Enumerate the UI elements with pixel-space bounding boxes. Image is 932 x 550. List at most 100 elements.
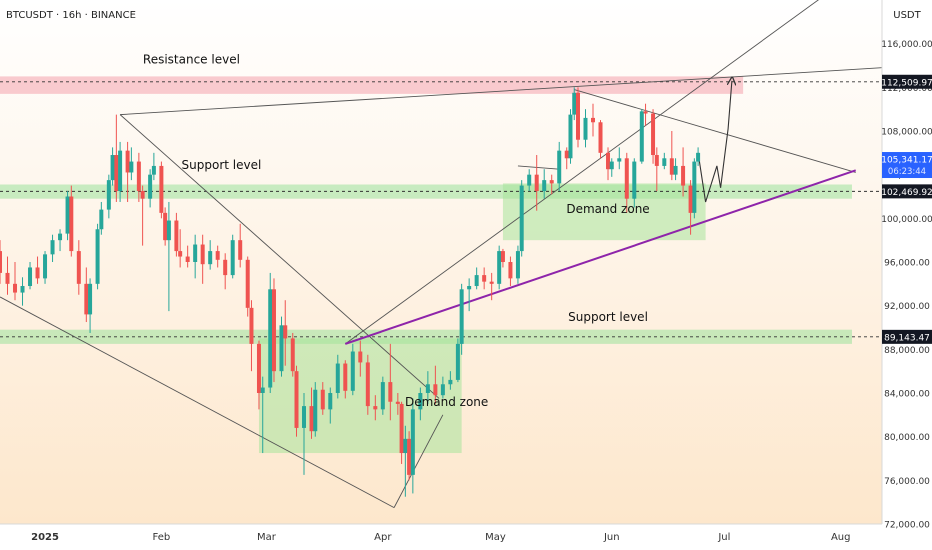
candle-body-58 bbox=[365, 362, 370, 407]
y-tick-label-7: 88,000.00 bbox=[884, 346, 930, 356]
candle-body-78 bbox=[497, 251, 502, 284]
candle-body-79 bbox=[500, 251, 505, 262]
x-tick-label-6: Jul bbox=[717, 532, 730, 543]
candle-body-41 bbox=[256, 343, 261, 393]
candle-body-18 bbox=[114, 155, 119, 192]
candle-body-49 bbox=[302, 406, 307, 428]
candle-body-39 bbox=[245, 259, 250, 308]
candle-body-37 bbox=[230, 240, 235, 276]
candle-body-74 bbox=[467, 286, 472, 290]
candle-body-99 bbox=[632, 161, 637, 199]
candle-body-95 bbox=[606, 152, 611, 170]
candle-body-67 bbox=[418, 393, 423, 410]
candle-body-92 bbox=[583, 117, 588, 140]
y-tick-label-5: 96,000.00 bbox=[884, 259, 930, 269]
y-tick-label-9: 80,000.00 bbox=[884, 433, 930, 443]
annotation-label-2: Demand zone bbox=[566, 202, 649, 216]
candle-body-8 bbox=[58, 233, 63, 241]
candle-body-19 bbox=[118, 150, 123, 192]
candle-body-21 bbox=[129, 161, 134, 173]
candle-body-33 bbox=[200, 244, 205, 265]
time-axis[interactable] bbox=[0, 524, 882, 550]
candle-body-50 bbox=[309, 406, 314, 432]
candle-body-11 bbox=[76, 251, 81, 284]
candle-body-107 bbox=[681, 165, 686, 186]
channel-down-upper-line bbox=[119, 114, 440, 399]
candle-body-65 bbox=[407, 438, 412, 475]
candle-body-59 bbox=[373, 406, 378, 410]
candle-body-98 bbox=[624, 158, 629, 199]
candle-body-12 bbox=[84, 283, 89, 315]
symbol-title[interactable]: BTCUSDT · 16h · BINANCE bbox=[6, 10, 136, 21]
candle-body-81 bbox=[515, 251, 520, 279]
price-tag-bg-0 bbox=[882, 74, 932, 89]
candle-body-36 bbox=[223, 259, 228, 276]
x-tick-label-2: Mar bbox=[257, 532, 277, 543]
candle-body-13 bbox=[88, 283, 93, 315]
channel-right-line bbox=[393, 414, 444, 508]
candle-body-7 bbox=[50, 240, 55, 255]
candle-body-82 bbox=[519, 185, 524, 252]
wedge-upper-line bbox=[120, 67, 883, 116]
candle-body-61 bbox=[388, 382, 393, 402]
candle-body-88 bbox=[564, 150, 569, 159]
candle-body-6 bbox=[43, 254, 48, 279]
candle-body-80 bbox=[508, 262, 513, 279]
candle-body-96 bbox=[609, 161, 614, 170]
candle-body-51 bbox=[313, 389, 318, 432]
candle-body-64 bbox=[403, 438, 408, 454]
candle-body-110 bbox=[696, 152, 701, 162]
candle-body-32 bbox=[193, 244, 198, 262]
candle-body-27 bbox=[163, 212, 168, 241]
annotation-label-0: Resistance level bbox=[143, 52, 240, 66]
candle-body-28 bbox=[166, 220, 171, 241]
candle-body-84 bbox=[534, 174, 539, 192]
zone-support-lower bbox=[0, 329, 852, 344]
candle-body-68 bbox=[425, 384, 430, 393]
x-tick-label-7: Aug bbox=[831, 532, 851, 543]
candle-body-75 bbox=[474, 275, 479, 287]
candle-body-55 bbox=[343, 363, 348, 391]
y-tick-label-2: 108,000.00 bbox=[881, 128, 932, 138]
candle-body-62 bbox=[395, 401, 400, 404]
candle-body-10 bbox=[69, 196, 74, 252]
y-tick-label-11: 72,000.00 bbox=[884, 521, 930, 531]
y-tick-label-6: 92,000.00 bbox=[884, 302, 930, 312]
annotation-labels-layer: Resistance level Support level Demand zone… bbox=[143, 52, 650, 409]
candle-body-48 bbox=[294, 371, 299, 428]
candle-body-9 bbox=[65, 196, 70, 234]
price-tag-1: 105,341.17 bbox=[881, 156, 932, 166]
projection-path bbox=[697, 81, 732, 203]
candle-body-3 bbox=[20, 286, 25, 293]
y-tick-label-10: 76,000.00 bbox=[884, 477, 930, 487]
y-tick-label-8: 84,000.00 bbox=[884, 390, 930, 400]
candle-body-26 bbox=[159, 165, 164, 213]
candle-body-100 bbox=[639, 111, 644, 162]
channel-lower-line bbox=[0, 296, 395, 509]
candle-body-23 bbox=[140, 191, 145, 199]
candle-body-16 bbox=[106, 180, 111, 210]
candle-body-60 bbox=[380, 382, 385, 410]
candle-body-47 bbox=[290, 338, 295, 372]
candle-body-90 bbox=[572, 92, 577, 115]
candle-body-104 bbox=[662, 158, 667, 166]
time-axis-ticks: 2025 Feb Mar Apr May Jun Jul Aug bbox=[31, 532, 850, 543]
candle-body-94 bbox=[598, 122, 603, 153]
candle-body-86 bbox=[549, 180, 554, 184]
candle-body-63 bbox=[399, 403, 404, 454]
candle-body-29 bbox=[174, 220, 179, 252]
price-axis[interactable] bbox=[882, 0, 932, 550]
currency-label[interactable]: USDT bbox=[893, 10, 921, 21]
candle-body-66 bbox=[410, 409, 415, 475]
triangle-upper-line bbox=[574, 89, 856, 173]
rising-channel-line bbox=[345, 0, 819, 345]
candle-body-0 bbox=[0, 251, 2, 273]
x-tick-label-5: Jun bbox=[603, 532, 620, 543]
candle-body-102 bbox=[651, 113, 656, 156]
candle-body-31 bbox=[185, 256, 190, 262]
candle-body-42 bbox=[260, 387, 265, 393]
price-tag-0: 112,509.97 bbox=[881, 78, 932, 88]
